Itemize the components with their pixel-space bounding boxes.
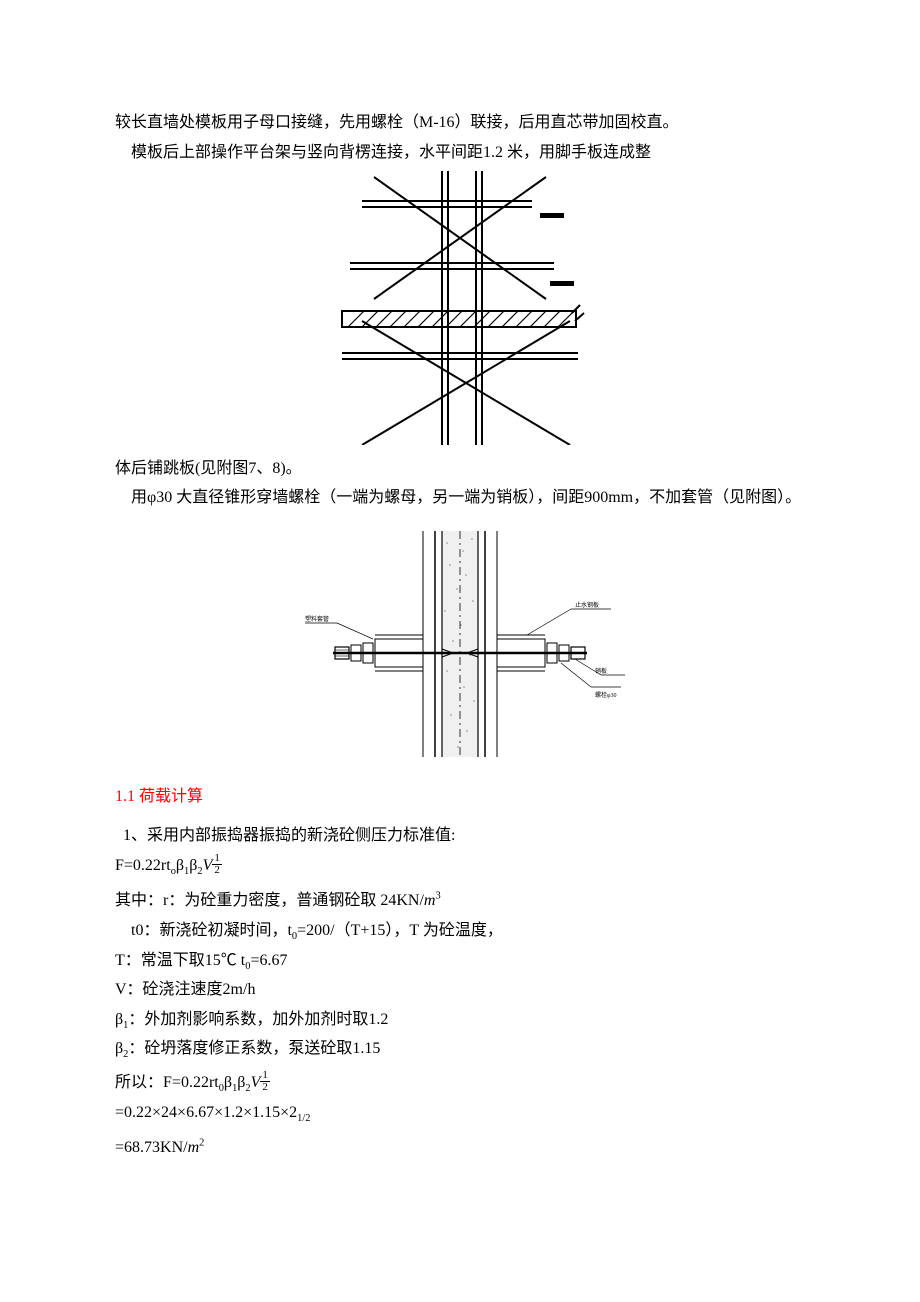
beta1-desc: ：外加剂影响系数，加外加剂时取1.2 — [128, 1011, 388, 1028]
calc-expansion-sub: 1/2 — [297, 1113, 310, 1124]
svg-text:止水钢板: 止水钢板 — [575, 601, 599, 609]
t0-desc-a: t0：新浇砼初凝时间，t — [131, 922, 292, 939]
so-label: 所以： — [115, 1074, 163, 1091]
t0-desc-b: =200/（T+15），T 为砼温度， — [297, 922, 503, 939]
where-label: 其中： — [115, 892, 163, 909]
scaffold-diagram-svg — [322, 171, 598, 445]
figure-2-tie-bolt: 塑料套管 止水钢板 销板 螺栓φ30 — [115, 531, 805, 766]
m2-unit: m — [188, 1139, 200, 1156]
formula-F-text: F=0.22rtoβ1β2V12 — [115, 857, 222, 874]
t0-line: t0：新浇砼初凝时间，t0=200/（T+15），T 为砼温度， — [115, 918, 805, 944]
T-desc: T：常温下取15℃ t — [115, 952, 245, 969]
T-val: =6.67 — [250, 952, 287, 969]
calc-expansion: =0.22×24×6.67×1.2×1.15×21/2 — [115, 1100, 805, 1126]
calc-expansion-text: =0.22×24×6.67×1.2×1.15×2 — [115, 1104, 297, 1121]
calc-result: =68.73KN/m2 — [115, 1135, 805, 1161]
paragraph-2b: 体后铺跳板(见附图7、8)。 — [115, 456, 805, 482]
svg-text:销板: 销板 — [595, 667, 607, 675]
r-desc: r：为砼重力密度，普通钢砼取 24KN/ — [163, 892, 424, 909]
so-formula-body: F=0.22rt0β1β2V12 — [163, 1074, 270, 1091]
paragraph-1: 较长直墙处模板用子母口接缝，先用螺栓（M-16）联接，后用直芯带加固校直。 — [115, 110, 805, 136]
T-line: T：常温下取15℃ t0=6.67 — [115, 948, 805, 974]
tie-bolt-diagram-svg: 塑料套管 止水钢板 销板 螺栓φ30 — [275, 531, 645, 757]
svg-text:塑料套管: 塑料套管 — [305, 615, 329, 623]
result-text: =68.73KN/ — [115, 1139, 188, 1156]
paragraph-3: 用φ30 大直径锥形穿墙螺栓（一端为螺母，另一端为销板），间距900mm，不加套… — [115, 485, 805, 511]
paragraph-2a: 模板后上部操作平台架与竖向背楞连接，水平间距1.2 米，用脚手板连成整 — [115, 140, 805, 166]
beta1-line: β1：外加剂影响系数，加外加剂时取1.2 — [115, 1007, 805, 1033]
section-1-1-title: 1.1 荷载计算 — [115, 784, 805, 810]
beta2-line: β2：砼坍落度修正系数，泵送砼取1.15 — [115, 1036, 805, 1062]
V-line: V：砼浇注速度2m/h — [115, 977, 805, 1003]
where-r-line: 其中：r：为砼重力密度，普通钢砼取 24KN/m3 — [115, 888, 805, 914]
figure-1-scaffold — [115, 171, 805, 454]
beta2-desc: ：砼坍落度修正系数，泵送砼取1.15 — [128, 1040, 380, 1057]
svg-text:螺栓φ30: 螺栓φ30 — [595, 691, 616, 699]
so-formula: 所以：F=0.22rt0β1β2V12 — [115, 1070, 805, 1096]
m3-unit: m — [424, 892, 436, 909]
formula-F: F=0.22rtoβ1β2V12 — [115, 853, 805, 879]
document-page: 较长直墙处模板用子母口接缝，先用螺栓（M-16）联接，后用直芯带加固校直。 模板… — [0, 0, 920, 1225]
calc-item-1: 1、采用内部振捣器振捣的新浇砼侧压力标准值: — [115, 823, 805, 849]
